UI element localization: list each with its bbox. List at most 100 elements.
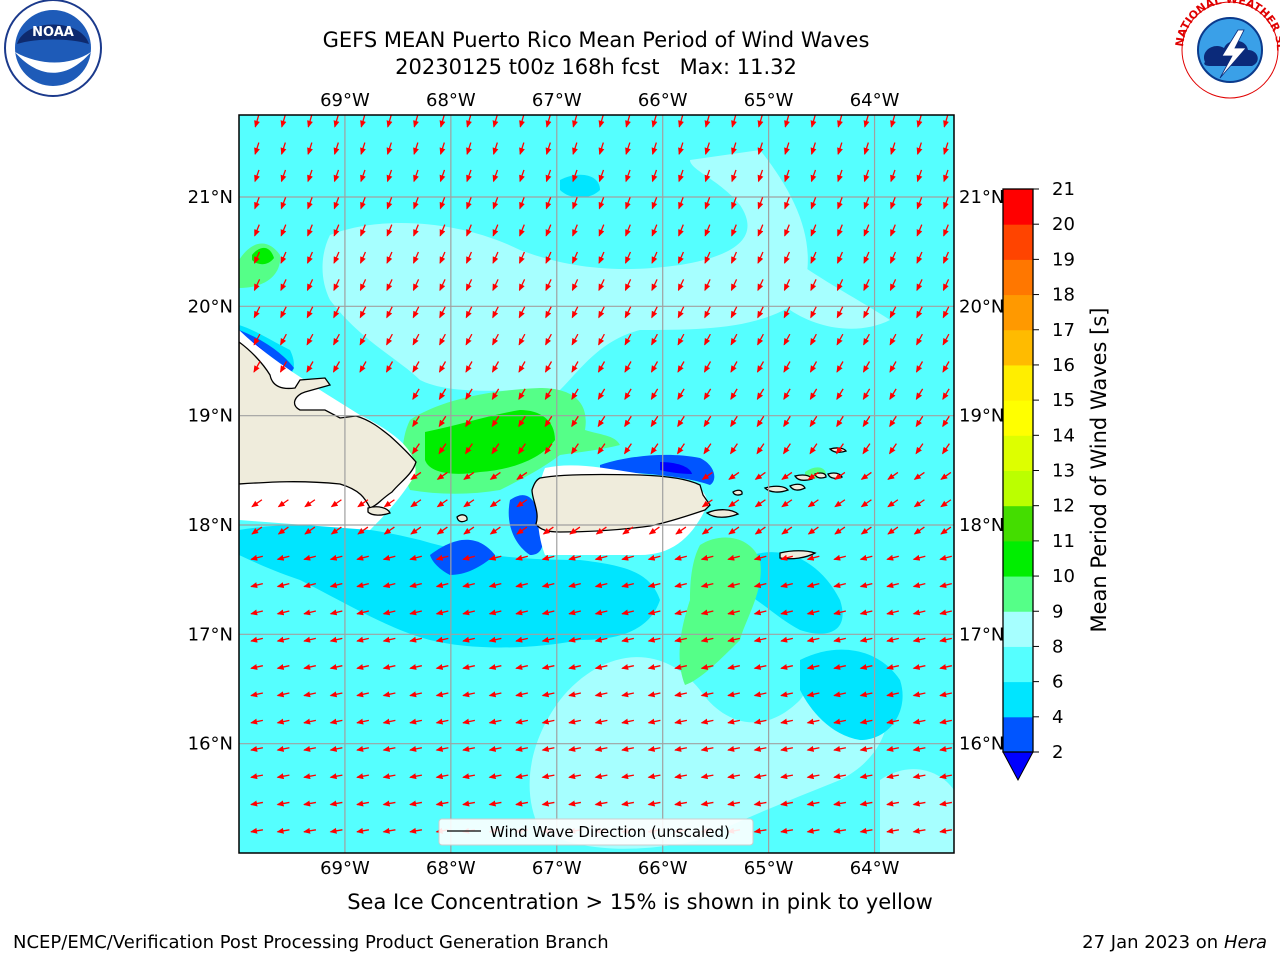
colorbar-tick-label: 4 (1052, 707, 1063, 728)
wave-direction-arrow (784, 224, 790, 237)
wave-direction-arrow (492, 224, 499, 237)
wave-direction-arrow (438, 361, 447, 373)
wave-direction-arrow (783, 415, 791, 428)
wave-direction-arrow (356, 609, 369, 616)
wave-direction-arrow (912, 582, 926, 589)
field-band-4-6-southeast (800, 649, 903, 740)
wave-direction-arrow (833, 582, 846, 589)
longitude-labels-top: 69°W 68°W 67°W 66°W 65°W 64°W (320, 90, 900, 111)
wave-direction-arrow (492, 251, 499, 264)
wave-direction-arrow (571, 251, 579, 264)
longitude-label: 64°W (850, 858, 900, 879)
wave-direction-arrow (810, 333, 817, 346)
latitude-label: 21°N (188, 187, 233, 208)
wave-direction-arrow (727, 554, 740, 561)
wave-direction-arrow (597, 361, 606, 373)
wave-direction-arrow (359, 306, 367, 319)
wave-direction-arrow (836, 443, 844, 455)
longitude-label: 65°W (744, 90, 794, 111)
wave-direction-arrow (674, 609, 687, 616)
wave-direction-arrow (571, 333, 579, 346)
wave-direction-arrow (727, 582, 740, 589)
wave-direction-arrow (704, 197, 711, 210)
wave-direction-arrow (700, 636, 714, 643)
wave-direction-arrow (727, 745, 741, 752)
wave-direction-arrow (621, 691, 635, 698)
wave-direction-arrow (306, 361, 314, 373)
footer-date: 27 Jan 2023 on Hera (1082, 932, 1267, 953)
wave-direction-arrow (916, 306, 923, 319)
wave-direction-arrow (276, 582, 290, 589)
colorbar-swatch (1003, 189, 1033, 225)
longitude-label: 67°W (532, 90, 582, 111)
wave-direction-arrow (276, 773, 290, 780)
colorbar-swatch (1003, 435, 1033, 471)
wave-direction-arrow (863, 279, 870, 292)
wave-direction-arrow (780, 582, 793, 589)
wave-direction-arrow (859, 691, 873, 698)
wave-direction-arrow (859, 554, 873, 561)
wave-direction-arrow (412, 306, 420, 319)
wave-direction-arrow (677, 415, 685, 428)
wave-direction-arrow (833, 773, 847, 780)
wave-direction-arrow (651, 115, 658, 128)
wave-direction-arrow (810, 279, 817, 292)
wave-direction-arrow (569, 526, 581, 535)
wave-direction-arrow (859, 636, 873, 643)
wave-direction-arrow (542, 526, 554, 535)
wave-direction-arrow (624, 361, 632, 373)
wave-direction-arrow (780, 609, 793, 616)
colorbar-tick-label: 16 (1052, 355, 1075, 376)
wave-direction-arrow (806, 691, 820, 698)
colorbar-swatch (1003, 611, 1033, 647)
wave-direction-arrow (515, 664, 528, 670)
wave-direction-arrow (568, 800, 582, 807)
colorbar-swatch (1003, 259, 1033, 296)
wave-direction-arrow (730, 388, 738, 400)
wave-direction-arrow (409, 745, 423, 752)
wave-direction-arrow (413, 224, 419, 237)
wave-direction-arrow (519, 197, 525, 210)
wave-direction-arrow (677, 361, 685, 373)
noaa-logo-sky (17, 24, 89, 44)
wave-direction-arrow (701, 499, 713, 508)
wave-direction-arrow (545, 197, 552, 210)
wave-direction-arrow (916, 333, 923, 346)
wave-direction-arrow (303, 582, 316, 589)
wave-direction-arrow (700, 800, 714, 807)
wave-direction-arrow (784, 115, 790, 128)
wave-direction-arrow (250, 718, 264, 725)
wave-direction-arrow (492, 142, 499, 155)
wave-direction-arrow (647, 554, 661, 561)
wave-direction-arrow (912, 827, 926, 834)
wave-direction-arrow (674, 582, 687, 589)
latitude-label: 19°N (959, 406, 1004, 427)
wave-direction-arrow (859, 745, 873, 752)
wave-direction-arrow (912, 745, 926, 752)
wave-direction-arrow (727, 636, 740, 643)
wave-direction-arrow (545, 333, 552, 346)
wave-direction-arrow (834, 499, 846, 508)
wave-direction-arrow (939, 609, 952, 616)
wave-direction-arrow (862, 361, 871, 373)
wave-direction-arrow (598, 197, 605, 210)
wave-direction-arrow (890, 142, 896, 155)
wave-direction-arrow (541, 800, 555, 807)
wave-direction-arrow (889, 443, 897, 455)
wave-direction-arrow (810, 306, 817, 319)
wave-direction-arrow (886, 691, 900, 698)
wave-direction-arrow (356, 636, 369, 643)
colorbar-tick-label: 18 (1052, 285, 1075, 306)
wave-direction-arrow (625, 224, 631, 237)
wave-direction-arrow (386, 333, 393, 346)
wave-direction-arrow (833, 664, 846, 670)
longitude-label: 68°W (426, 90, 476, 111)
wave-direction-arrow (572, 115, 578, 128)
wave-direction-arrow (860, 471, 872, 480)
wave-direction-arrow (568, 554, 581, 561)
wave-direction-arrow (700, 773, 714, 780)
wave-direction-arrow (730, 443, 738, 455)
wave-direction-arrow (810, 142, 817, 155)
wave-direction-arrow (757, 169, 764, 183)
wave-direction-arrow (916, 115, 923, 128)
